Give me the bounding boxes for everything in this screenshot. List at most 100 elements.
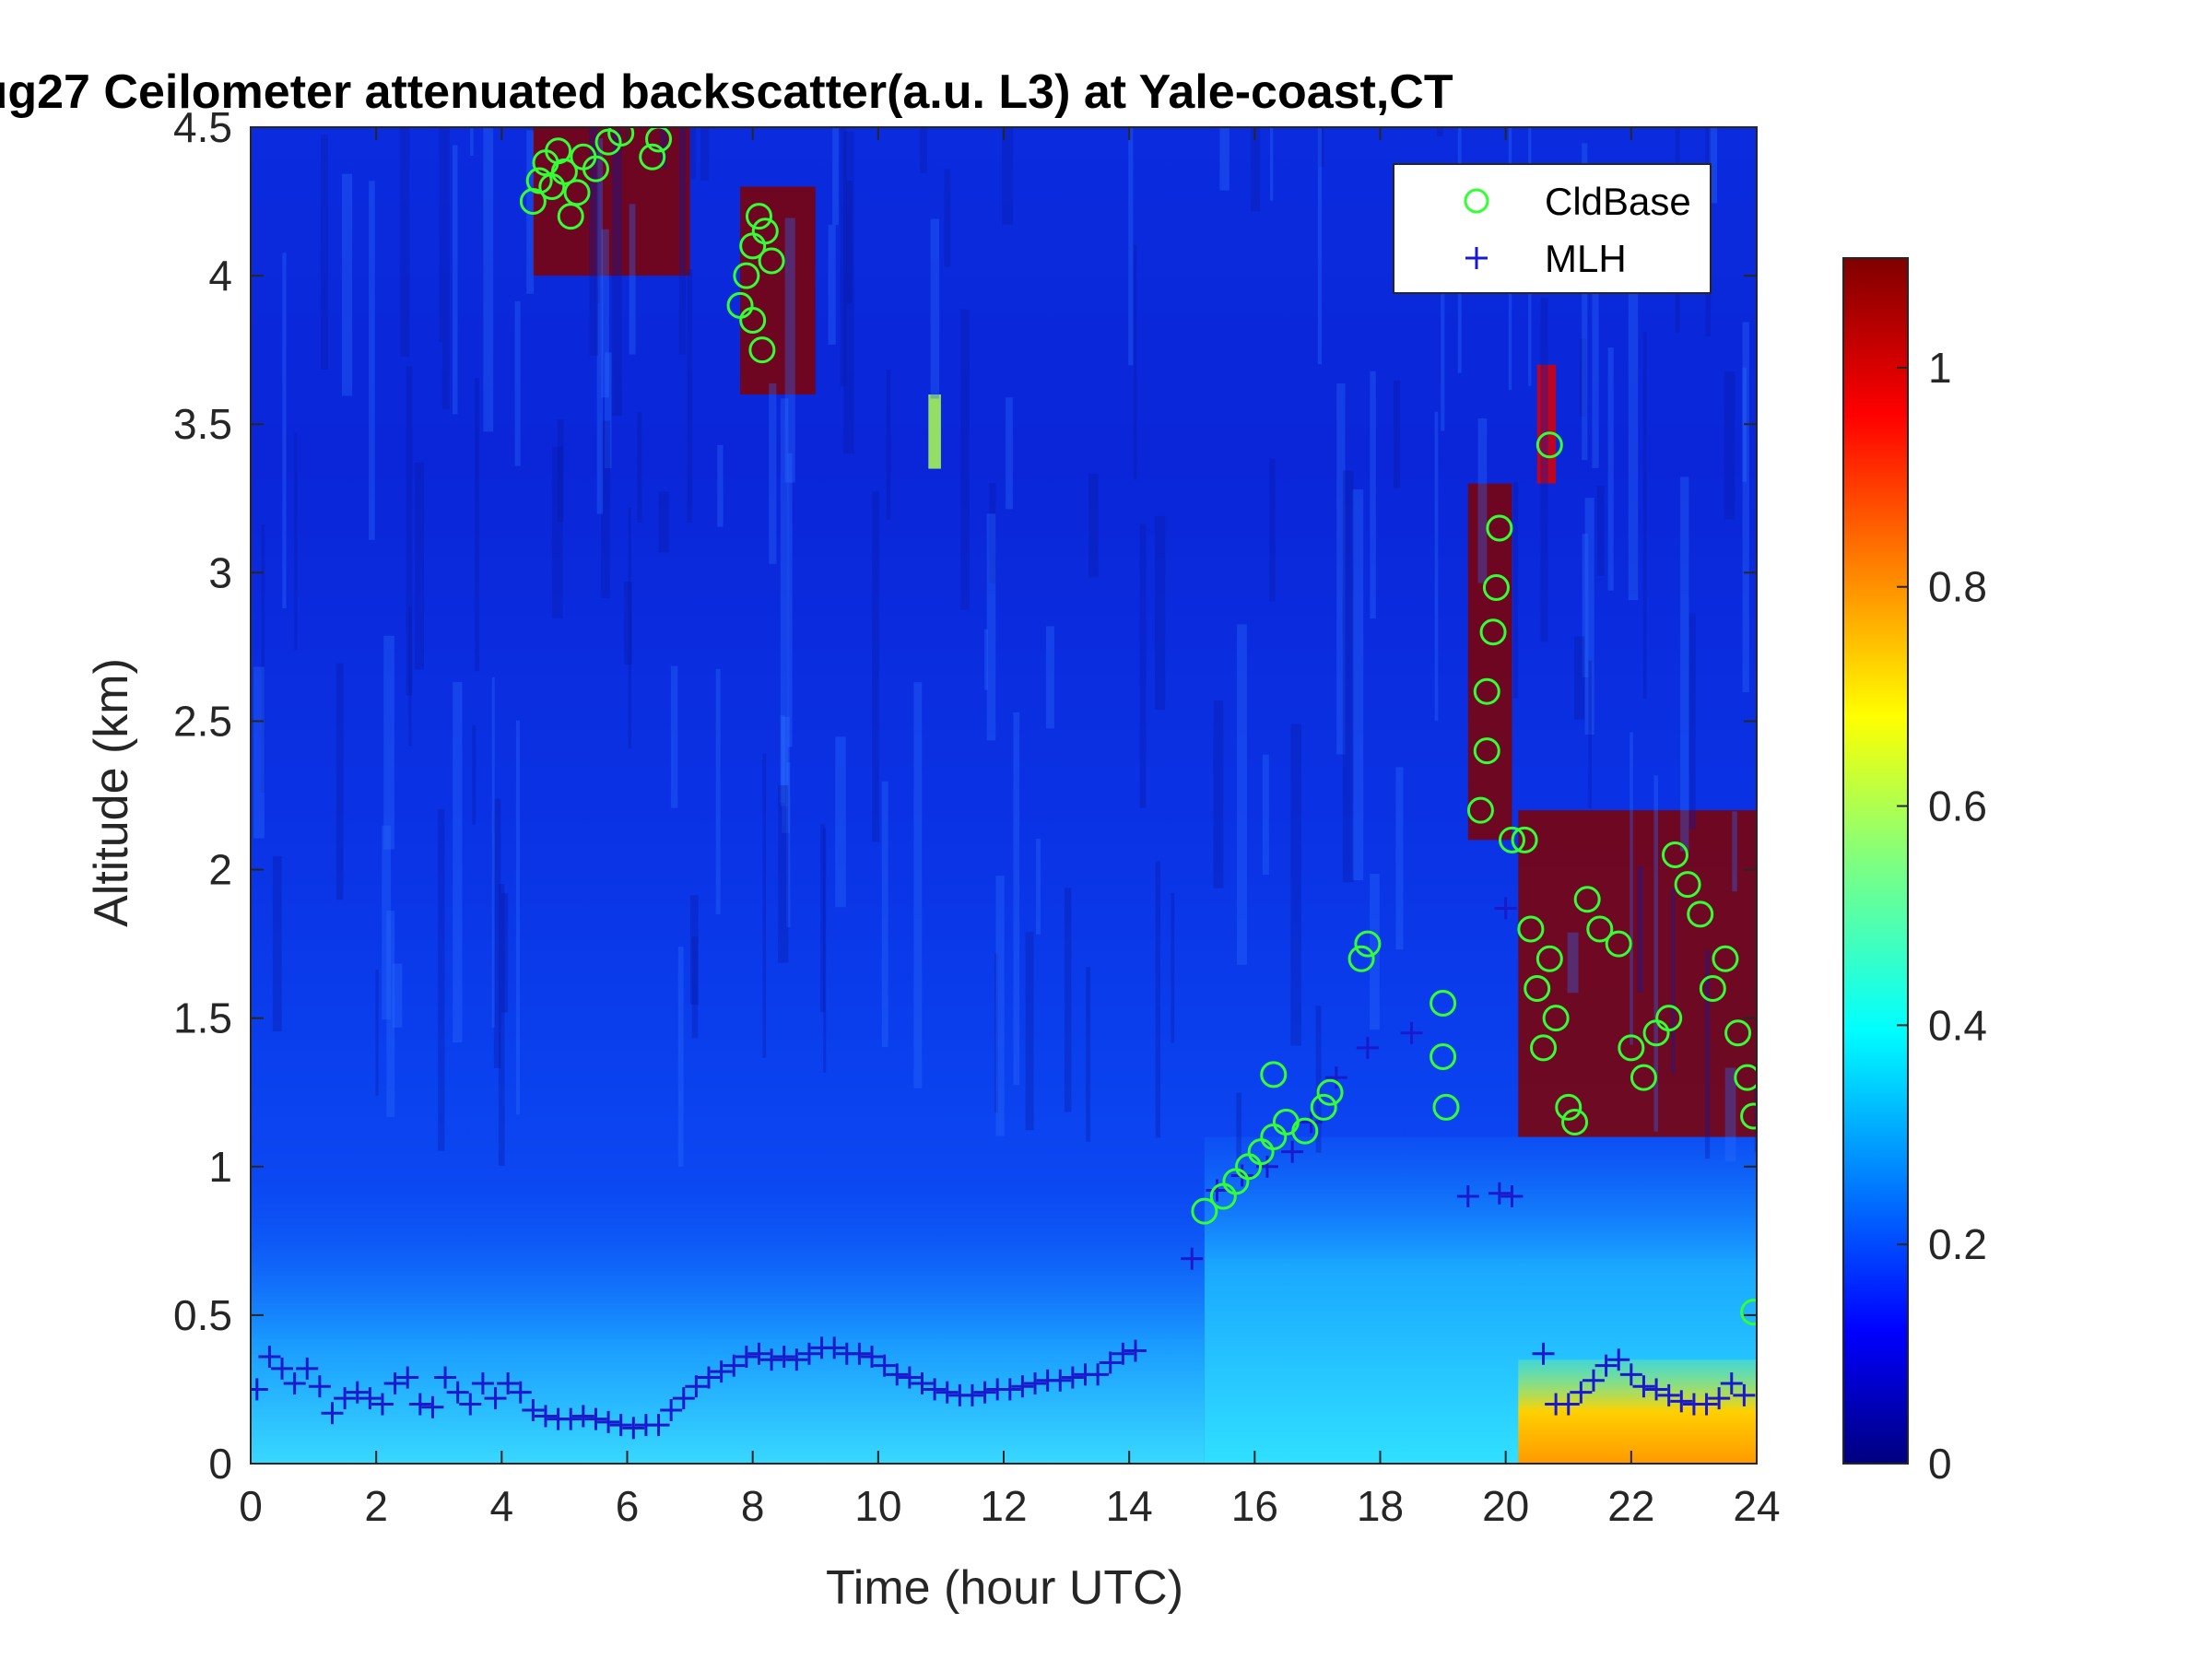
backscatter-streak (670, 665, 678, 808)
x-tick-label: 6 (616, 1482, 640, 1530)
backscatter-streak (919, 127, 927, 173)
backscatter-streak (1394, 380, 1401, 488)
cldbase-marker (1561, 1108, 1589, 1135)
backscatter-streak (408, 606, 412, 747)
backscatter-streak (1477, 418, 1488, 583)
mlh-marker (1733, 1383, 1756, 1406)
y-tick-label: 3 (208, 548, 232, 596)
backscatter-streak (986, 513, 996, 741)
legend-cldbase-marker (1464, 188, 1489, 214)
mlh-marker (421, 1395, 444, 1418)
cldbase-marker (751, 218, 779, 245)
backscatter-streak (1436, 127, 1443, 136)
backscatter-streak (1630, 732, 1633, 1045)
backscatter-streak (1574, 636, 1585, 720)
cldbase-marker (1740, 1102, 1757, 1130)
backscatter-streak (1709, 127, 1718, 204)
colorbar-tick-label: 1 (1928, 344, 1952, 392)
backscatter-streak (1025, 932, 1034, 1131)
backscatter-streak (483, 127, 494, 432)
backscatter-streak (689, 895, 699, 1005)
mlh-marker (723, 1354, 746, 1377)
y-tick-label: 2 (208, 846, 232, 894)
cldbase-marker (1473, 677, 1500, 705)
cldbase-marker (1191, 1197, 1218, 1225)
backscatter-streak (715, 668, 721, 915)
backscatter-streak (1237, 624, 1247, 965)
mlh-marker (735, 1346, 758, 1368)
backscatter-streak (369, 181, 375, 540)
mlh-marker (1099, 1351, 1122, 1374)
backscatter-streak (660, 127, 667, 169)
backscatter-streak (1370, 874, 1380, 1030)
backscatter-streak (1742, 322, 1749, 693)
x-tick-label: 2 (364, 1482, 388, 1530)
backscatter-streak (881, 781, 888, 1048)
mlh-marker (1594, 1354, 1618, 1377)
mlh-marker (1356, 1036, 1379, 1059)
backscatter-streak (989, 483, 996, 584)
backscatter-streak (1642, 331, 1647, 700)
x-tick-label: 16 (1231, 1482, 1278, 1530)
cldbase-marker (739, 306, 767, 334)
backscatter-streak (984, 629, 988, 690)
cldbase-marker (1661, 841, 1688, 868)
x-tick-label: 22 (1607, 1482, 1654, 1530)
backscatter-streak (1155, 515, 1166, 711)
mlh-marker (334, 1387, 357, 1410)
marker-layer (251, 127, 1757, 1440)
mlh-marker (1619, 1363, 1642, 1386)
colorbar-tick-label: 0.2 (1928, 1220, 1987, 1268)
cldbase-marker (1530, 1034, 1558, 1062)
mlh-marker (296, 1357, 319, 1380)
mlh-marker (1488, 1182, 1511, 1205)
mlh-marker (346, 1381, 369, 1404)
mlh-marker (785, 1348, 808, 1371)
mlh-marker (861, 1346, 884, 1368)
backscatter-streak (1567, 932, 1579, 994)
backscatter-streak (1637, 866, 1644, 993)
mlh-marker (1049, 1369, 1072, 1392)
x-tick-label: 12 (980, 1482, 1027, 1530)
x-tick-label: 14 (1106, 1482, 1153, 1530)
mlh-marker (1645, 1378, 1668, 1401)
mlh-marker (998, 1378, 1021, 1401)
mlh-marker (823, 1336, 846, 1359)
cldbase-marker (1479, 618, 1507, 646)
mlh-marker (471, 1372, 494, 1394)
backscatter-streak (1724, 1067, 1736, 1161)
backscatter-streak (1250, 127, 1261, 212)
mlh-marker (1456, 1185, 1479, 1207)
cldbase-marker (1498, 826, 1525, 853)
backscatter-streak (1336, 382, 1346, 755)
backscatter-streak (1671, 888, 1676, 1074)
mlh-marker (321, 1402, 344, 1425)
mlh-marker (1011, 1375, 1034, 1398)
backscatter-streak (1370, 371, 1376, 619)
backscatter-streak (320, 134, 328, 370)
mlh-marker (672, 1387, 695, 1410)
mlh-marker (848, 1342, 871, 1365)
cldbase-marker (1466, 796, 1494, 824)
mlh-marker (1708, 1387, 1731, 1410)
backscatter-streak (1441, 273, 1445, 431)
cldbase-marker (550, 158, 578, 185)
cldbase-marker (1535, 945, 1563, 972)
backscatter-streak (272, 855, 282, 1032)
x-axis: 0 2 4 6 8 10 12 14 16 18 20 22 24 (239, 127, 1781, 1530)
cldbase-marker (1630, 1064, 1657, 1091)
backscatter-streak (596, 183, 601, 304)
backscatter-streak (453, 681, 463, 1043)
backscatter-streak (1088, 473, 1099, 578)
cldbase-marker (1674, 871, 1701, 899)
backscatter-feature (740, 186, 816, 394)
legend-cldbase-label: CldBase (1545, 180, 1691, 223)
backscatter-streak (769, 382, 777, 564)
backscatter-streak (1002, 127, 1013, 225)
mlh-marker (960, 1383, 983, 1406)
cldbase-marker (1740, 1299, 1757, 1326)
mlh-marker (1720, 1372, 1743, 1394)
colorbar-tick-label: 0.8 (1928, 563, 1987, 611)
backscatter-streak (846, 181, 853, 304)
backscatter-streak (596, 138, 604, 514)
